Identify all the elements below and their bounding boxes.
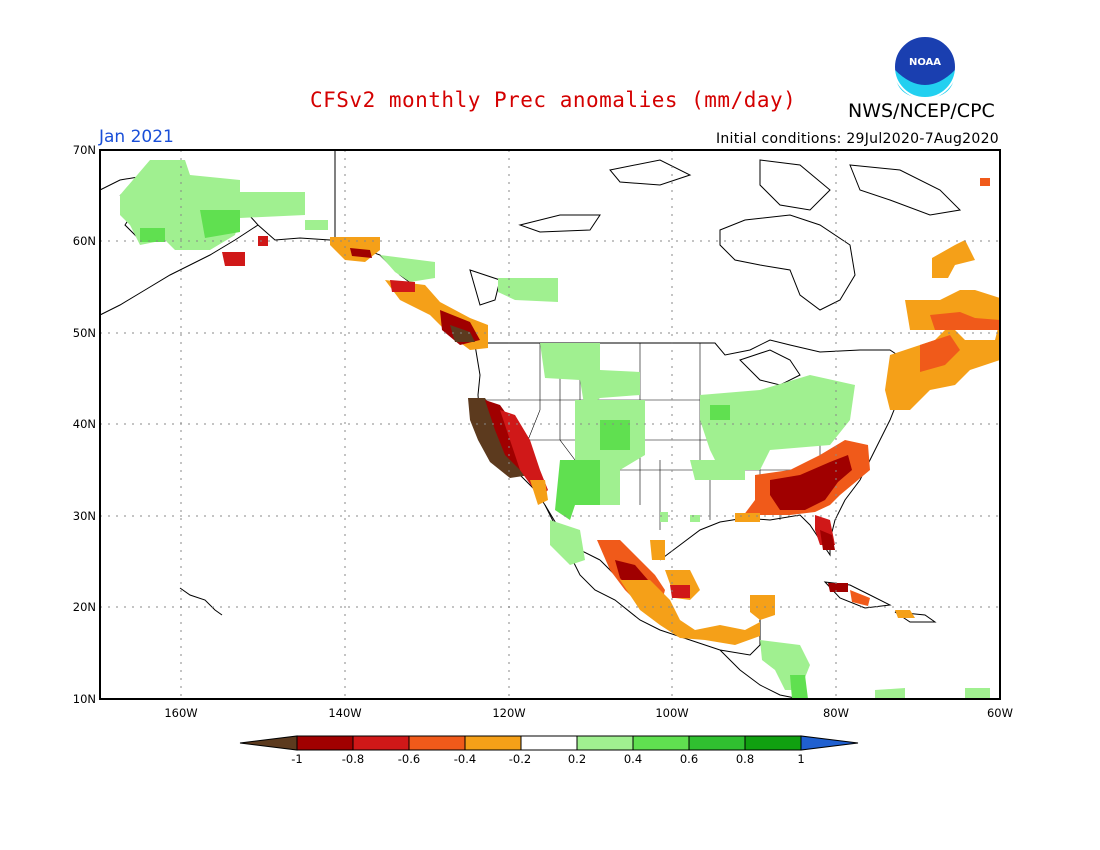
anomaly-region (875, 688, 905, 699)
colorbar-swatch (408, 735, 466, 751)
longitude-labels: 160W 140W 120W 100W 80W 60W (164, 706, 1013, 720)
colorbar-swatch (576, 735, 634, 751)
anomaly-region (305, 220, 328, 230)
colorbar-swatch (632, 735, 690, 751)
colorbar-label: -0.2 (509, 752, 531, 766)
anomaly-region (930, 312, 1000, 330)
lat-label: 40N (73, 417, 96, 431)
colorbar-labels: -1 -0.8 -0.6 -0.4 -0.2 0.2 0.4 0.6 0.8 1 (291, 752, 804, 766)
anomaly-region (540, 343, 640, 410)
lon-label: 140W (328, 706, 361, 720)
anomaly-region (790, 675, 808, 699)
lon-label: 100W (655, 706, 688, 720)
plot-area (99, 149, 1001, 700)
colorbar-label: 0.8 (736, 752, 754, 766)
anomaly-region (380, 255, 435, 282)
anomaly-region (390, 280, 415, 292)
anomaly-region (450, 325, 475, 342)
anomaly-region (770, 455, 852, 510)
organization-label: NWS/NCEP/CPC (848, 100, 995, 122)
initial-conditions: Initial conditions: 29Jul2020-7Aug2020 (715, 131, 999, 147)
colorbar-label: -1 (291, 752, 302, 766)
lat-label: 20N (73, 600, 96, 614)
colorbar-min-arrow (239, 735, 298, 751)
anomaly-region (920, 335, 960, 372)
anomaly-region (895, 610, 915, 618)
lon-label: 120W (492, 706, 525, 720)
anomaly-region (498, 278, 558, 302)
lat-label: 50N (73, 326, 96, 340)
anomaly-region (828, 583, 848, 592)
lat-label: 70N (73, 143, 96, 157)
lon-label: 80W (823, 706, 849, 720)
anomaly-region (530, 480, 548, 505)
colorbar-swatch (352, 735, 410, 751)
anomaly-region (670, 585, 690, 598)
anomaly-region (600, 420, 630, 450)
anomaly-cells (120, 160, 1000, 699)
colorbar (239, 735, 859, 751)
colorbar-label: -0.8 (342, 752, 364, 766)
colorbar-label: 1 (797, 752, 804, 766)
anomaly-region (980, 178, 990, 186)
colorbar-label: -0.4 (454, 752, 476, 766)
colorbar-max-arrow (800, 735, 859, 751)
lat-label: 60N (73, 234, 96, 248)
anomaly-region (700, 375, 855, 470)
gridlines (100, 150, 1000, 699)
colorbar-label: 0.6 (680, 752, 698, 766)
colorbar-swatch (296, 735, 354, 751)
anomaly-region (500, 410, 548, 498)
anomaly-region (200, 210, 240, 238)
logo-text: NOAA (909, 57, 941, 68)
colorbar-swatch (464, 735, 522, 751)
anomaly-region (690, 460, 745, 480)
lat-label: 30N (73, 509, 96, 523)
anomaly-region (690, 515, 700, 522)
lat-label: 10N (73, 692, 96, 706)
anomaly-region (550, 520, 585, 565)
anomaly-region (820, 530, 835, 550)
map-title: CFSv2 monthly Prec anomalies (mm/day) (310, 88, 797, 112)
anomaly-region (555, 460, 600, 520)
forecast-month: Jan 2021 (99, 127, 174, 147)
anomaly-region (222, 252, 245, 266)
anomaly-region (750, 595, 775, 620)
anomaly-region (932, 240, 975, 278)
colorbar-label: -0.6 (398, 752, 420, 766)
anomaly-region (120, 160, 305, 250)
anomaly-region (620, 580, 760, 645)
plot-frame (99, 149, 1001, 700)
anomaly-region (350, 248, 372, 258)
latitude-labels: 70N 60N 50N 40N 30N 20N 10N (73, 143, 96, 706)
colorbar-swatch (688, 735, 746, 751)
colorbar-label: 0.2 (568, 752, 586, 766)
lon-label: 60W (987, 706, 1013, 720)
noaa-logo: NOAA (893, 35, 957, 99)
colorbar-swatch (744, 735, 802, 751)
anomaly-region (140, 228, 165, 242)
anomaly-region (850, 590, 870, 606)
anomaly-region (258, 236, 268, 246)
colorbar-swatch (520, 735, 578, 751)
colorbar-label: 0.4 (624, 752, 642, 766)
anomaly-region (735, 513, 760, 522)
lon-label: 160W (164, 706, 197, 720)
anomaly-region (660, 512, 668, 522)
anomaly-region (710, 405, 730, 420)
anomaly-region (650, 540, 665, 560)
anomaly-region (965, 688, 990, 699)
